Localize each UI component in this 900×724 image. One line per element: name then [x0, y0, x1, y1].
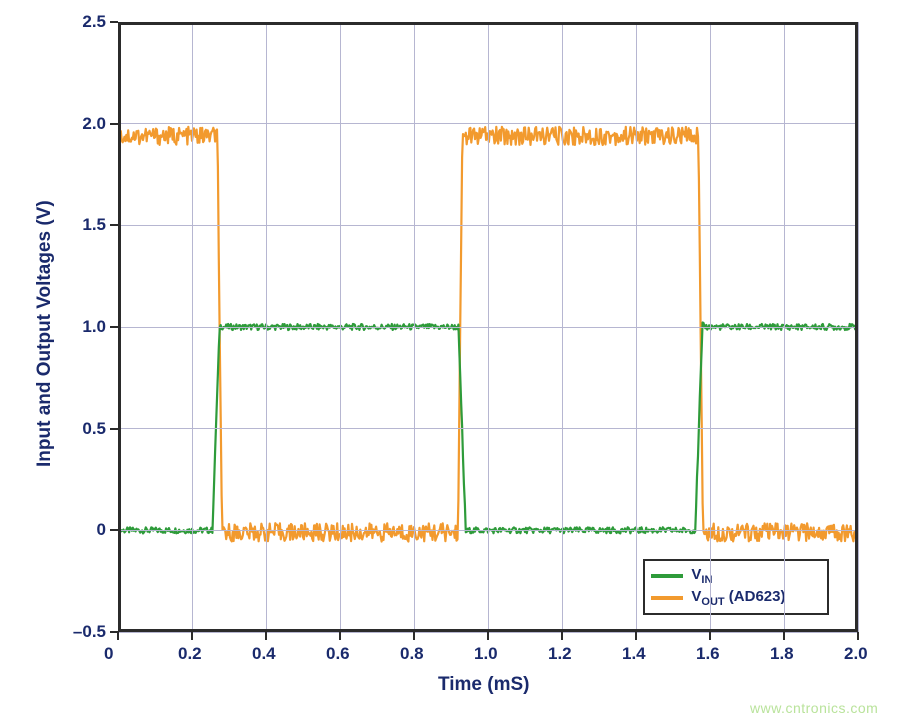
x-tick-label: 2.0 — [844, 644, 868, 664]
y-tick — [110, 123, 118, 125]
legend-swatch-vout — [651, 596, 683, 600]
y-tick-label: 2.0 — [82, 114, 106, 134]
x-tick — [709, 632, 711, 640]
gridline-horizontal — [118, 428, 858, 429]
x-tick — [561, 632, 563, 640]
x-tick-label: 0.2 — [178, 644, 202, 664]
y-tick-label: 2.5 — [82, 12, 106, 32]
plot-border — [855, 22, 858, 632]
x-tick-label: 1.0 — [474, 644, 498, 664]
x-tick — [783, 632, 785, 640]
y-tick-label: 1.0 — [82, 317, 106, 337]
gridline-horizontal — [118, 123, 858, 124]
legend-label-vout: VOUT (AD623) — [691, 588, 785, 608]
y-tick — [110, 224, 118, 226]
legend-row-vin: VIN — [651, 565, 821, 587]
x-tick-label: 0.4 — [252, 644, 276, 664]
gridline-horizontal — [118, 225, 858, 226]
y-tick — [110, 529, 118, 531]
y-tick — [110, 326, 118, 328]
x-tick-label: 1.8 — [770, 644, 794, 664]
x-tick — [487, 632, 489, 640]
gridline-horizontal — [118, 530, 858, 531]
x-tick — [191, 632, 193, 640]
x-tick-label: 0.8 — [400, 644, 424, 664]
legend-swatch-vin — [651, 574, 683, 578]
x-tick-label: 1.2 — [548, 644, 572, 664]
y-tick-label: –0.5 — [73, 622, 106, 642]
y-tick — [110, 21, 118, 23]
legend-row-vout: VOUT (AD623) — [651, 587, 821, 609]
chart-container: VINVOUT (AD623) www.cntronics.com 0 0.2 0.… — [0, 0, 900, 724]
legend-box: VINVOUT (AD623) — [643, 559, 829, 615]
x-tick-label: 1.4 — [622, 644, 646, 664]
x-tick-label: 0.6 — [326, 644, 350, 664]
plot-border — [118, 22, 858, 25]
y-tick-label: 0.5 — [82, 419, 106, 439]
x-tick — [413, 632, 415, 640]
x-tick — [117, 632, 119, 640]
x-axis-title: Time (mS) — [438, 674, 530, 696]
y-axis-title: Input and Output Voltages (V) — [34, 200, 56, 467]
gridline-horizontal — [118, 327, 858, 328]
y-tick — [110, 428, 118, 430]
plot-border — [118, 22, 121, 632]
chart-traces — [0, 0, 900, 724]
x-tick — [339, 632, 341, 640]
y-tick — [110, 631, 118, 633]
x-tick — [265, 632, 267, 640]
x-tick-label: 1.6 — [696, 644, 720, 664]
watermark-text: www.cntronics.com — [750, 700, 878, 716]
x-tick-label: 0 — [104, 644, 113, 664]
y-tick-label: 0 — [97, 520, 106, 540]
y-tick-label: 1.5 — [82, 215, 106, 235]
x-tick — [857, 632, 859, 640]
x-tick — [635, 632, 637, 640]
